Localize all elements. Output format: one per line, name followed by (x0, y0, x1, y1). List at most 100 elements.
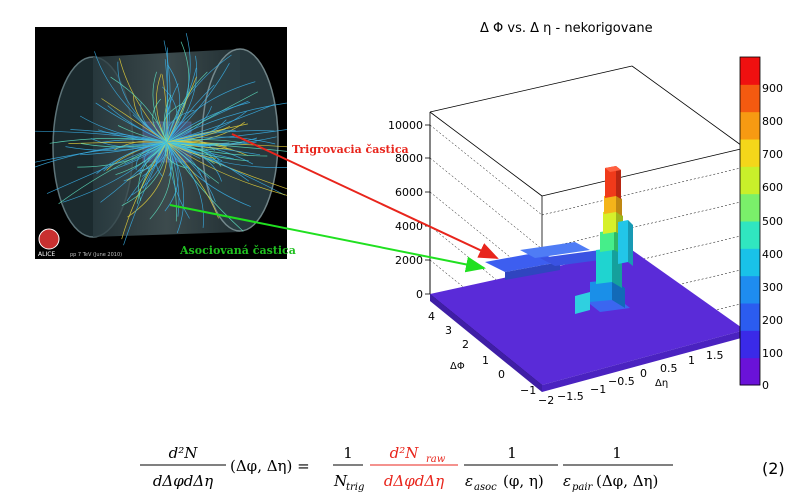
trigger-arrow (231, 133, 499, 259)
particle-track (138, 141, 168, 201)
color-scale-label: 100 (762, 347, 783, 360)
particle-track (166, 54, 232, 143)
phi-tick-label: 0 (498, 368, 505, 381)
f3-denominator-args: (φ, η) (503, 472, 544, 490)
particle-track (166, 71, 208, 143)
lhs-denominator: dΔφdΔη (153, 472, 213, 490)
eta-tick-label: −1.5 (557, 390, 584, 403)
z-tick-label: 4000 (395, 220, 423, 233)
f1-denominator: N (333, 472, 348, 490)
particle-track (166, 109, 195, 143)
f4-denominator: ε (563, 472, 571, 490)
color-scale-band (740, 111, 760, 140)
color-scale-band (740, 303, 760, 331)
f2-numerator-sub: raw (426, 454, 446, 465)
particle-track (152, 71, 168, 143)
color-scale-band (740, 193, 760, 222)
lhs-fraction: d²N dΔφdΔη (140, 444, 226, 490)
particle-track (166, 63, 230, 143)
particle-track (80, 141, 168, 156)
particle-track (166, 76, 197, 143)
color-scale-label: 700 (762, 148, 783, 161)
phi-tick-label: 3 (445, 324, 452, 337)
z-tick-label: 8000 (395, 152, 423, 165)
equation: d²N dΔφdΔη (Δφ, Δη) = 1 N trig d²N raw d… (140, 444, 673, 493)
f2-denominator: dΔφdΔη (384, 472, 444, 490)
histogram-peak (575, 166, 633, 314)
particle-track (46, 141, 168, 194)
particle-track (166, 136, 276, 145)
particle-track (166, 123, 248, 143)
particle-track (166, 141, 217, 159)
alice-event-display: ALICE pp 7 TeV (June 2010) (35, 27, 287, 259)
particle-track (166, 141, 220, 184)
color-scale-label: 800 (762, 115, 783, 128)
particle-track (123, 141, 168, 182)
fraction-asoc: 1 ε asoc (φ, η) (464, 444, 558, 493)
fraction-raw: d²N raw dΔφdΔη (370, 444, 458, 490)
color-scale-label: 0 (762, 379, 769, 392)
particle-track (166, 33, 191, 143)
color-scale-label: 400 (762, 248, 783, 261)
particle-track (162, 102, 185, 143)
color-scale-band (740, 275, 760, 304)
particle-track (121, 141, 168, 207)
f1-denominator-sub: trig (346, 482, 364, 493)
particle-tracks (35, 33, 287, 246)
color-scale-band (740, 84, 760, 113)
event-display-graphic: ALICE pp 7 TeV (June 2010) (35, 27, 287, 259)
histogram-floor-edge (430, 294, 542, 392)
particle-track (152, 98, 168, 143)
particle-track (166, 81, 256, 143)
phi-tick-label: 1 (482, 354, 489, 367)
particle-track (166, 102, 251, 143)
particle-track (68, 141, 168, 144)
f4-denominator-args: (Δφ, Δη) (596, 472, 658, 490)
particle-track (166, 55, 198, 143)
f2-numerator: d²N (390, 444, 420, 462)
particle-track (166, 91, 258, 143)
phi-axis-label: ΔΦ (450, 361, 465, 372)
lhs-arguments: (Δφ, Δη) = (230, 457, 310, 475)
particle-track (163, 94, 172, 143)
z-tick-label: 10000 (388, 119, 423, 132)
eta-tick-label: 0.5 (660, 362, 678, 375)
particle-track (166, 102, 287, 143)
particle-track (166, 141, 287, 196)
color-scale-label: 900 (762, 82, 783, 95)
particle-track (164, 141, 179, 212)
f3-denominator-sub: asoc (474, 482, 497, 493)
trigger-particle-label: Trigrovacia častica (292, 143, 409, 156)
phi-axis: −1 0 1 2 3 4 ΔΦ (428, 310, 536, 397)
particle-track (166, 141, 230, 145)
eta-tick-label: −2 (538, 394, 554, 407)
f3-denominator: ε (465, 472, 473, 490)
particle-track (166, 141, 244, 232)
particle-track (98, 129, 168, 143)
color-scale-band (740, 357, 760, 386)
particle-track (166, 139, 242, 143)
particle-track (121, 141, 168, 240)
color-scale-label: 300 (762, 281, 783, 294)
equation-number: (2) (762, 459, 785, 478)
phi-tick-label: 2 (462, 338, 469, 351)
plot-title: Δ Φ vs. Δ η - nekorigovane (480, 21, 653, 36)
particle-track (163, 40, 171, 143)
particle-track (119, 58, 168, 143)
f1-numerator: 1 (343, 444, 353, 462)
color-scale (740, 57, 760, 386)
color-scale-band (740, 166, 760, 195)
z-tick-label: 6000 (395, 186, 423, 199)
particle-track (155, 141, 168, 177)
associated-particle-label: Asociovaná častica (180, 244, 296, 257)
particle-track (107, 105, 168, 143)
color-scale-band (740, 221, 760, 249)
f4-denominator-sub: pair (572, 482, 594, 493)
phi-tick-label: −1 (520, 384, 536, 397)
z-tick-label: 0 (416, 288, 423, 301)
event-caption: pp 7 TeV (June 2010) (70, 252, 122, 258)
eta-tick-label: −1 (590, 383, 606, 396)
lhs-numerator: d²N (169, 444, 199, 462)
associated-arrow (169, 204, 486, 273)
